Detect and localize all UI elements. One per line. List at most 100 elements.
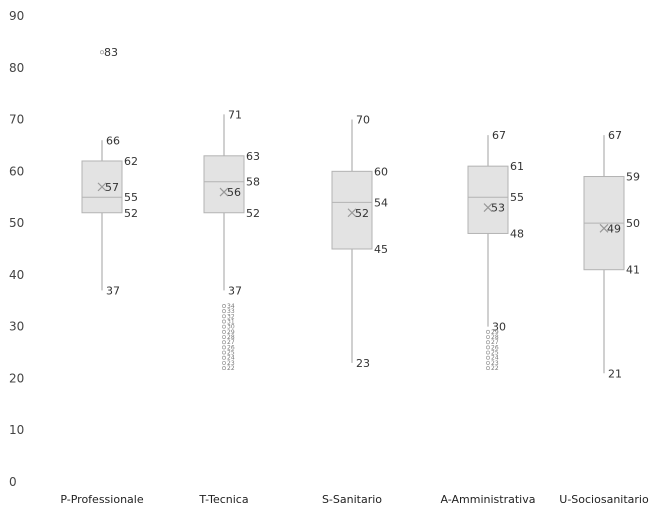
y-tick-label: 80 bbox=[9, 61, 24, 75]
y-tick-label: 60 bbox=[9, 164, 24, 178]
max-label: 67 bbox=[492, 129, 506, 142]
q3-label: 61 bbox=[510, 160, 524, 173]
outlier-label: 26 bbox=[227, 344, 235, 351]
x-category-label: U-Sociosanitario bbox=[559, 493, 649, 506]
outlier-point bbox=[222, 366, 226, 371]
q1-label: 52 bbox=[246, 207, 260, 220]
outlier-point bbox=[486, 355, 490, 360]
outlier-label: 23 bbox=[491, 360, 499, 367]
outlier-label: 31 bbox=[227, 318, 235, 325]
outlier-point bbox=[100, 50, 104, 55]
median-label: 58 bbox=[246, 176, 260, 189]
outlier-point bbox=[486, 340, 490, 345]
box-group: 70 60 54 45 23 52 bbox=[331, 114, 388, 370]
outlier-label: 27 bbox=[491, 339, 499, 346]
outlier-point bbox=[222, 309, 226, 314]
q3-label: 62 bbox=[124, 155, 138, 168]
outlier-point bbox=[222, 340, 226, 345]
outlier-point bbox=[222, 324, 226, 329]
outlier-point bbox=[486, 345, 490, 350]
outlier-point bbox=[222, 360, 226, 365]
y-tick-label: 50 bbox=[9, 216, 24, 230]
plot-area: 6662555237578371635852375634333231302928… bbox=[81, 46, 640, 380]
median-label: 55 bbox=[510, 191, 524, 204]
outlier-label: 29 bbox=[491, 329, 499, 336]
outlier-point bbox=[486, 360, 490, 365]
box-group: 66 62 55 52 37 57 83 bbox=[81, 46, 138, 297]
min-label: 23 bbox=[356, 357, 370, 370]
q1-label: 41 bbox=[626, 264, 640, 277]
outlier-label: 24 bbox=[491, 355, 499, 362]
outlier-label: 83 bbox=[104, 46, 118, 59]
outlier-label: 24 bbox=[227, 355, 235, 362]
outlier-point bbox=[222, 345, 226, 350]
min-label: 30 bbox=[492, 321, 506, 334]
outlier-point bbox=[222, 335, 226, 339]
q1-label: 52 bbox=[124, 207, 138, 220]
q3-label: 59 bbox=[626, 171, 640, 184]
y-tick-label: 40 bbox=[9, 268, 24, 282]
outlier-label: 34 bbox=[227, 303, 235, 310]
x-category-label: T-Tecnica bbox=[198, 493, 248, 506]
outlier-point bbox=[222, 329, 226, 334]
q1-label: 45 bbox=[374, 243, 388, 256]
mean-label: 56 bbox=[227, 186, 241, 199]
y-tick-label: 30 bbox=[9, 320, 24, 334]
outlier-label: 32 bbox=[227, 313, 235, 320]
min-label: 37 bbox=[228, 284, 242, 297]
y-tick-label: 0 bbox=[9, 475, 17, 489]
outlier-label: 33 bbox=[227, 308, 235, 315]
outlier-label: 23 bbox=[227, 360, 235, 367]
outlier-point bbox=[486, 335, 490, 339]
box bbox=[467, 165, 509, 234]
mean-marker bbox=[347, 208, 357, 218]
mean-marker bbox=[599, 223, 609, 233]
mean-label: 49 bbox=[607, 222, 621, 235]
outlier-point bbox=[486, 350, 490, 355]
q1-label: 48 bbox=[510, 227, 524, 240]
outlier-point bbox=[222, 314, 226, 319]
outlier-label: 29 bbox=[227, 329, 235, 336]
box bbox=[331, 170, 373, 250]
outlier-label: 27 bbox=[227, 339, 235, 346]
x-category-label: A-Amministrativa bbox=[441, 493, 536, 506]
max-label: 66 bbox=[106, 134, 120, 147]
y-tick-label: 10 bbox=[9, 423, 24, 437]
y-tick-label: 90 bbox=[9, 9, 24, 23]
mean-label: 57 bbox=[105, 181, 119, 194]
x-axis: P-Professionale T-Tecnica S-Sanitario A-Amm… bbox=[60, 493, 649, 506]
median-label: 50 bbox=[626, 217, 640, 230]
mean-marker bbox=[219, 187, 229, 197]
mean-marker bbox=[97, 182, 107, 192]
mean-marker bbox=[483, 203, 493, 213]
x-category-label: P-Professionale bbox=[60, 493, 143, 506]
min-label: 21 bbox=[608, 367, 622, 380]
outlier-point bbox=[486, 329, 490, 334]
y-axis: 0 10 20 30 40 50 60 70 80 90 bbox=[9, 9, 24, 489]
y-tick-label: 70 bbox=[9, 113, 24, 127]
q3-label: 60 bbox=[374, 165, 388, 178]
outlier-label: 26 bbox=[491, 344, 499, 351]
median-label: 54 bbox=[374, 196, 388, 209]
mean-label: 52 bbox=[355, 207, 369, 220]
box bbox=[203, 155, 245, 214]
y-tick-label: 20 bbox=[9, 371, 24, 385]
outlier-point bbox=[222, 355, 226, 360]
min-label: 37 bbox=[106, 284, 120, 297]
q3-label: 63 bbox=[246, 150, 260, 163]
outlier-label: 25 bbox=[491, 350, 499, 357]
outlier-label: 30 bbox=[227, 324, 235, 331]
outlier-label: 25 bbox=[227, 350, 235, 357]
outlier-point bbox=[222, 319, 226, 324]
outlier-point bbox=[222, 304, 226, 308]
outlier-label: 22 bbox=[227, 365, 235, 372]
outlier-point bbox=[486, 366, 490, 371]
max-label: 70 bbox=[356, 114, 370, 127]
mean-label: 53 bbox=[491, 202, 505, 215]
x-category-label: S-Sanitario bbox=[322, 493, 382, 506]
outlier-label: 22 bbox=[491, 365, 499, 372]
box-group: 67 59 50 41 21 49 bbox=[583, 129, 640, 380]
